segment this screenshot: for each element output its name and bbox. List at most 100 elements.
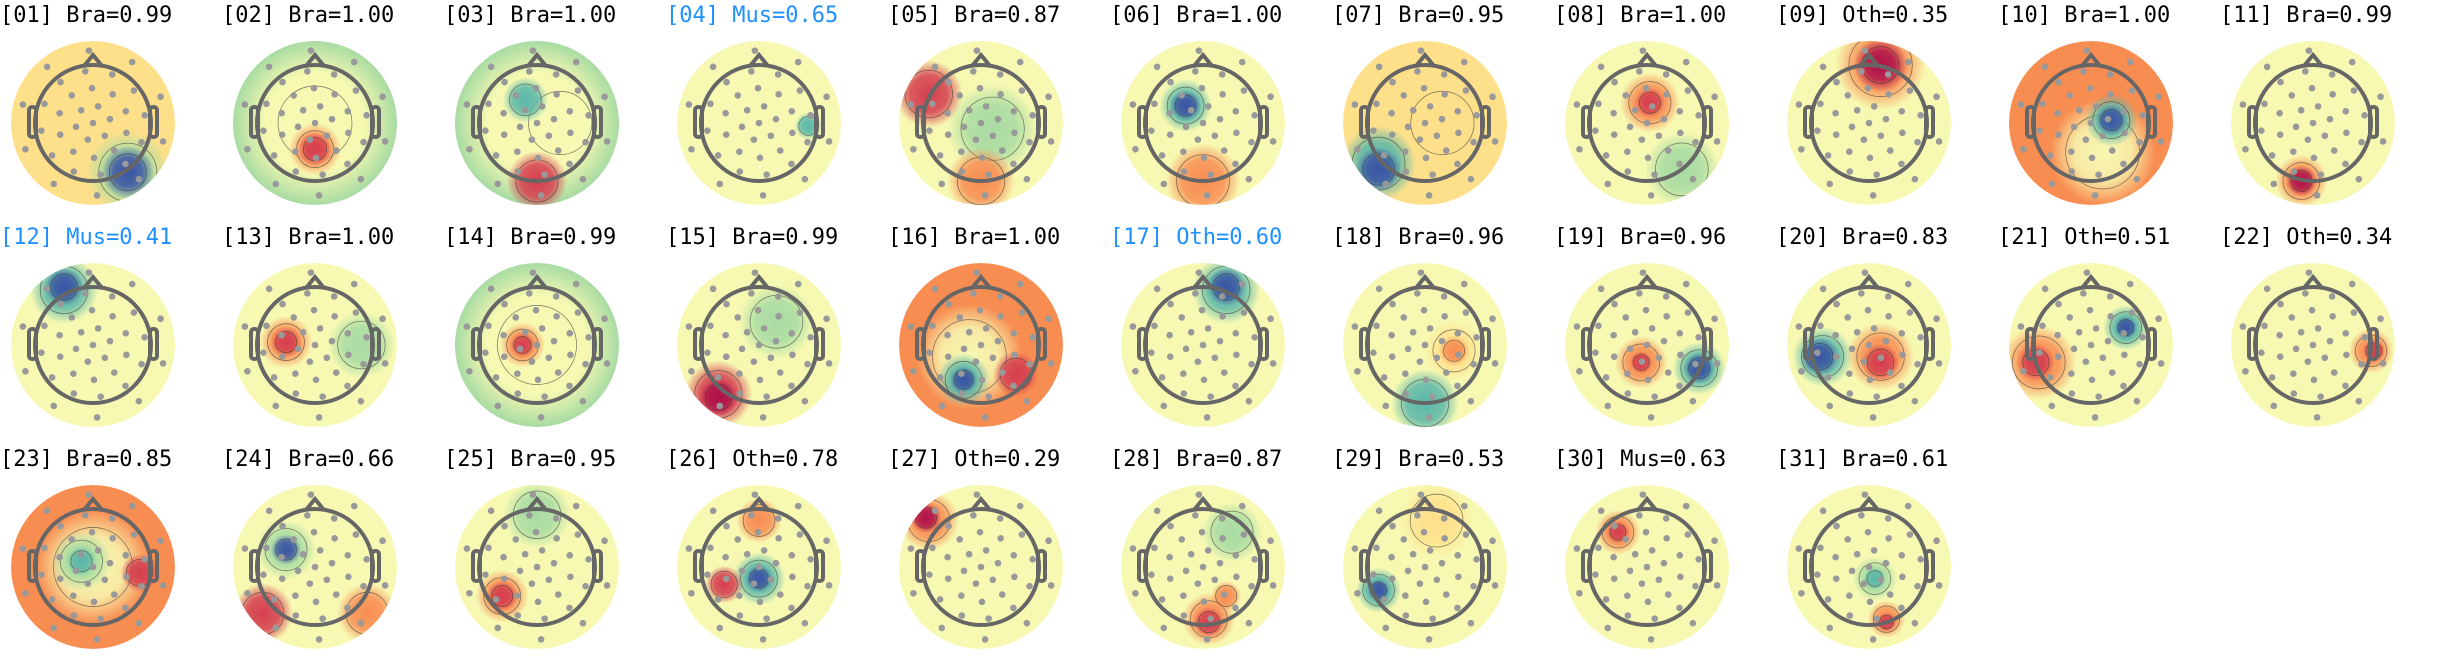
electrode <box>1622 92 1630 99</box>
electrode <box>1404 123 1412 131</box>
component-panel: [19] Bra=0.96 <box>1554 224 1776 446</box>
electrode <box>736 168 744 175</box>
electrode <box>1402 592 1409 600</box>
electrode <box>1187 550 1195 558</box>
electrode <box>1132 589 1139 597</box>
component-label: [13] Bra=1.00 <box>222 225 395 250</box>
head-outline-icon <box>693 51 825 183</box>
electrode <box>685 101 693 108</box>
component-label: [29] Bra=0.53 <box>1332 447 1505 472</box>
electrode <box>772 559 780 567</box>
electrode <box>1409 328 1417 336</box>
electrode <box>1219 90 1226 98</box>
electrode <box>965 550 973 558</box>
electrode <box>1832 109 1839 117</box>
electrode <box>516 567 524 575</box>
electrode <box>130 87 138 94</box>
electrode <box>463 545 471 552</box>
electrode <box>2377 93 2384 101</box>
electrode <box>1676 604 1683 612</box>
electrode <box>1611 300 1618 308</box>
topomap <box>2231 41 2395 205</box>
electrode <box>1648 325 1656 332</box>
contour-line <box>528 90 593 156</box>
electrode <box>1010 108 1018 115</box>
electrode <box>2310 154 2318 162</box>
electrode <box>89 341 97 349</box>
electrode <box>128 58 136 66</box>
electrode <box>1817 322 1824 330</box>
electrode <box>532 528 540 536</box>
electrode <box>1166 575 1174 582</box>
component-panel: [28] Bra=0.87 <box>1110 446 1332 668</box>
electrode <box>532 306 540 314</box>
electrode <box>1899 351 1906 359</box>
electrode <box>944 131 952 138</box>
electrode <box>960 123 968 131</box>
electrode <box>2068 168 2076 175</box>
electrode <box>2075 106 2083 114</box>
contour-line <box>1609 523 1627 541</box>
electrode <box>1660 115 1668 123</box>
electrode <box>332 369 340 376</box>
electrode <box>1442 147 1450 154</box>
electrode <box>1426 103 1434 110</box>
electrode <box>1442 369 1450 376</box>
contour-line <box>1176 154 1230 205</box>
component-panel: [23] Bra=0.85 <box>0 446 222 668</box>
electrode <box>801 619 809 627</box>
electrode <box>344 108 352 115</box>
electrode <box>567 573 574 581</box>
electrode <box>344 552 352 559</box>
electrode <box>1160 624 1168 632</box>
electrode <box>1151 322 1158 330</box>
electrode <box>1861 491 1869 498</box>
head-outline-icon <box>1359 495 1491 627</box>
head-outline-icon <box>1359 51 1491 183</box>
electrode <box>1467 397 1475 405</box>
electrode <box>1798 145 1805 153</box>
electrode <box>774 71 782 78</box>
electrode <box>707 100 714 108</box>
electrode <box>538 325 546 332</box>
electrode <box>788 604 795 612</box>
electrode <box>1642 84 1650 92</box>
electrode <box>292 390 300 397</box>
electrode <box>1865 563 1873 571</box>
electrode <box>566 604 573 612</box>
electrode <box>2068 390 2076 397</box>
electrode <box>2066 92 2074 99</box>
electrode <box>529 269 537 276</box>
electrode <box>553 312 560 320</box>
electrode <box>2276 131 2284 138</box>
electrode <box>554 591 562 598</box>
electrode <box>278 553 285 561</box>
electrode <box>1370 349 1377 356</box>
electrode <box>82 512 89 519</box>
electrode <box>494 402 502 410</box>
electrode <box>1198 528 1206 536</box>
electrode <box>1597 63 1605 71</box>
head-outline-icon <box>1581 273 1713 405</box>
electrode <box>825 360 833 367</box>
electrode <box>310 84 318 92</box>
electrode <box>2120 108 2128 115</box>
electrode <box>1832 353 1840 360</box>
electrode <box>109 90 116 98</box>
electrode <box>328 559 336 567</box>
electrode <box>1638 358 1646 365</box>
electrode <box>512 92 520 99</box>
electrode <box>106 337 114 345</box>
electrode <box>1489 93 1496 101</box>
electrode <box>574 531 582 538</box>
electrode <box>1824 152 1832 159</box>
electrode <box>1832 553 1839 561</box>
electrode <box>537 414 545 421</box>
electrode <box>482 127 489 134</box>
electrode <box>1647 636 1655 643</box>
electrode <box>350 502 358 510</box>
electrode <box>1158 596 1166 603</box>
electrode <box>1029 556 1036 563</box>
electrode <box>1011 573 1018 581</box>
electrode <box>2329 90 2336 98</box>
